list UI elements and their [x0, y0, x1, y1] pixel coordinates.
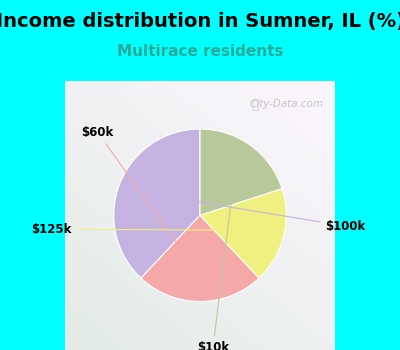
Text: $10k: $10k	[197, 169, 235, 350]
Text: City-Data.com: City-Data.com	[250, 99, 324, 109]
Wedge shape	[141, 215, 259, 301]
Text: ⦿: ⦿	[252, 99, 259, 112]
Wedge shape	[200, 189, 286, 278]
Text: $100k: $100k	[147, 194, 366, 232]
Wedge shape	[114, 129, 200, 278]
Text: $125k: $125k	[31, 223, 256, 236]
Text: $60k: $60k	[82, 126, 198, 273]
Text: Multirace residents: Multirace residents	[117, 44, 283, 59]
Wedge shape	[200, 129, 282, 215]
Text: Income distribution in Sumner, IL (%): Income distribution in Sumner, IL (%)	[0, 12, 400, 31]
